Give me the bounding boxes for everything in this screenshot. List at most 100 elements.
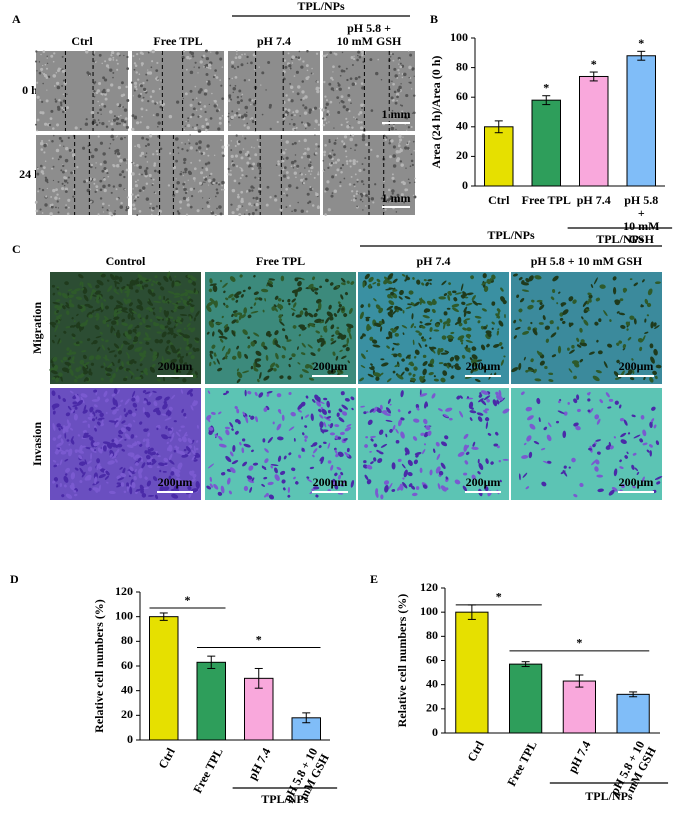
- cell: [395, 129, 396, 130]
- cell: [146, 182, 148, 184]
- cell: [348, 87, 350, 89]
- cell: [360, 193, 363, 196]
- cell: [94, 96, 96, 98]
- cell: [349, 160, 352, 163]
- cell: [58, 99, 61, 102]
- cell: [356, 205, 358, 207]
- column-header: pH 7.4: [416, 254, 450, 268]
- cell: [239, 151, 242, 154]
- cell: [309, 200, 312, 203]
- cell: [156, 150, 158, 152]
- cell: [351, 138, 353, 140]
- cell: [53, 180, 54, 181]
- cell: [362, 138, 365, 141]
- significance-star: *: [256, 632, 262, 646]
- cell: [323, 160, 325, 162]
- cell: [301, 90, 304, 93]
- cell: [40, 209, 42, 211]
- scale-bar-label: 200μm: [158, 359, 193, 373]
- cell: [322, 118, 324, 120]
- cell: [97, 89, 100, 92]
- cell: [310, 161, 312, 163]
- cell: [119, 173, 122, 176]
- cell: [230, 170, 232, 172]
- cell: [231, 78, 233, 80]
- cell: [361, 107, 363, 109]
- cell: [238, 213, 241, 216]
- cell: [208, 184, 209, 185]
- cell: [116, 136, 117, 137]
- cell: [292, 91, 294, 93]
- cell: [59, 144, 61, 146]
- cell: [398, 63, 399, 64]
- cell: [398, 72, 400, 74]
- cell: [214, 155, 215, 156]
- cell: [328, 141, 330, 143]
- cell: [45, 64, 47, 66]
- column-header: Ctrl: [71, 35, 92, 48]
- cell: [41, 140, 43, 142]
- cell: [113, 119, 116, 122]
- scale-bar-label: 200μm: [619, 359, 654, 373]
- cell: [193, 188, 195, 190]
- cell: [295, 56, 297, 58]
- cell: [286, 171, 289, 174]
- cell: [413, 94, 415, 96]
- cell: [291, 55, 295, 59]
- cell: [159, 88, 161, 90]
- cell: [190, 162, 192, 164]
- cell: [282, 160, 285, 163]
- cell: [413, 195, 415, 197]
- cell: [307, 123, 310, 126]
- cell: [254, 153, 257, 156]
- cell: [307, 148, 310, 151]
- cell: [45, 144, 46, 145]
- cell: [53, 135, 55, 137]
- cell: [395, 102, 398, 105]
- cell: [299, 115, 301, 117]
- cell: [251, 146, 253, 148]
- cell: [149, 174, 152, 177]
- cell: [301, 156, 303, 158]
- cell: [91, 155, 94, 158]
- cell: [392, 154, 396, 158]
- cell: [396, 211, 398, 213]
- cell: [188, 180, 189, 181]
- cell: [110, 143, 111, 144]
- cell: [142, 186, 145, 189]
- cell: [37, 119, 40, 122]
- cell: [346, 125, 349, 128]
- cell: [236, 112, 239, 115]
- cell: [288, 52, 290, 54]
- cell: [68, 137, 70, 139]
- cell: [127, 206, 129, 208]
- y-tick-label: 100: [115, 608, 133, 622]
- cell: [113, 164, 116, 167]
- cell: [99, 105, 100, 106]
- cell: [136, 71, 138, 73]
- cell: [114, 152, 116, 154]
- micrograph: [228, 50, 321, 132]
- cell: [294, 114, 296, 116]
- cell: [194, 127, 197, 130]
- cell: [73, 189, 75, 191]
- panel-label: D: [10, 572, 19, 586]
- cell: [45, 179, 48, 182]
- cell: [278, 174, 280, 176]
- cell: [314, 177, 316, 179]
- cell: [182, 183, 185, 186]
- cell: [295, 176, 297, 178]
- scale-bar-label: 1 mm: [382, 107, 411, 121]
- cell: [145, 156, 147, 158]
- column-header: Free TPL: [256, 254, 305, 268]
- cell: [241, 54, 243, 56]
- cell: [144, 169, 147, 172]
- cell: [294, 75, 296, 77]
- cell: [236, 135, 238, 137]
- cell: [132, 188, 133, 189]
- cell: [184, 168, 187, 171]
- cell: [106, 172, 108, 174]
- cell: [43, 73, 45, 75]
- cell: [152, 90, 155, 93]
- cell: [62, 70, 65, 73]
